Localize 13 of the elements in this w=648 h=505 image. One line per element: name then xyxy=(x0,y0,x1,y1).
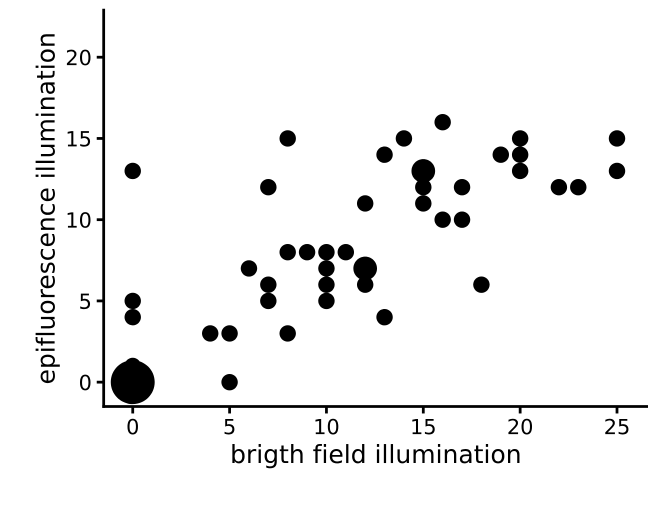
y-tick-label: 15 xyxy=(68,131,90,147)
x-tick-label: 10 xyxy=(315,418,338,434)
y-tick-label: 0 xyxy=(80,374,90,390)
y-tick-label: 20 xyxy=(66,50,90,66)
y-tick-label: 10 xyxy=(68,212,90,228)
y-tick-label: 5 xyxy=(80,294,90,310)
x-tick-label: 5 xyxy=(224,418,234,434)
x-tick-label: 15 xyxy=(412,418,435,434)
x-tick-label: 0 xyxy=(127,418,138,434)
y-axis-title: epifluorescence illumination xyxy=(36,34,60,384)
x-axis-title: brigth field illumination xyxy=(232,444,520,468)
x-tick-label: 20 xyxy=(508,418,532,434)
x-tick-label: 25 xyxy=(605,418,628,434)
